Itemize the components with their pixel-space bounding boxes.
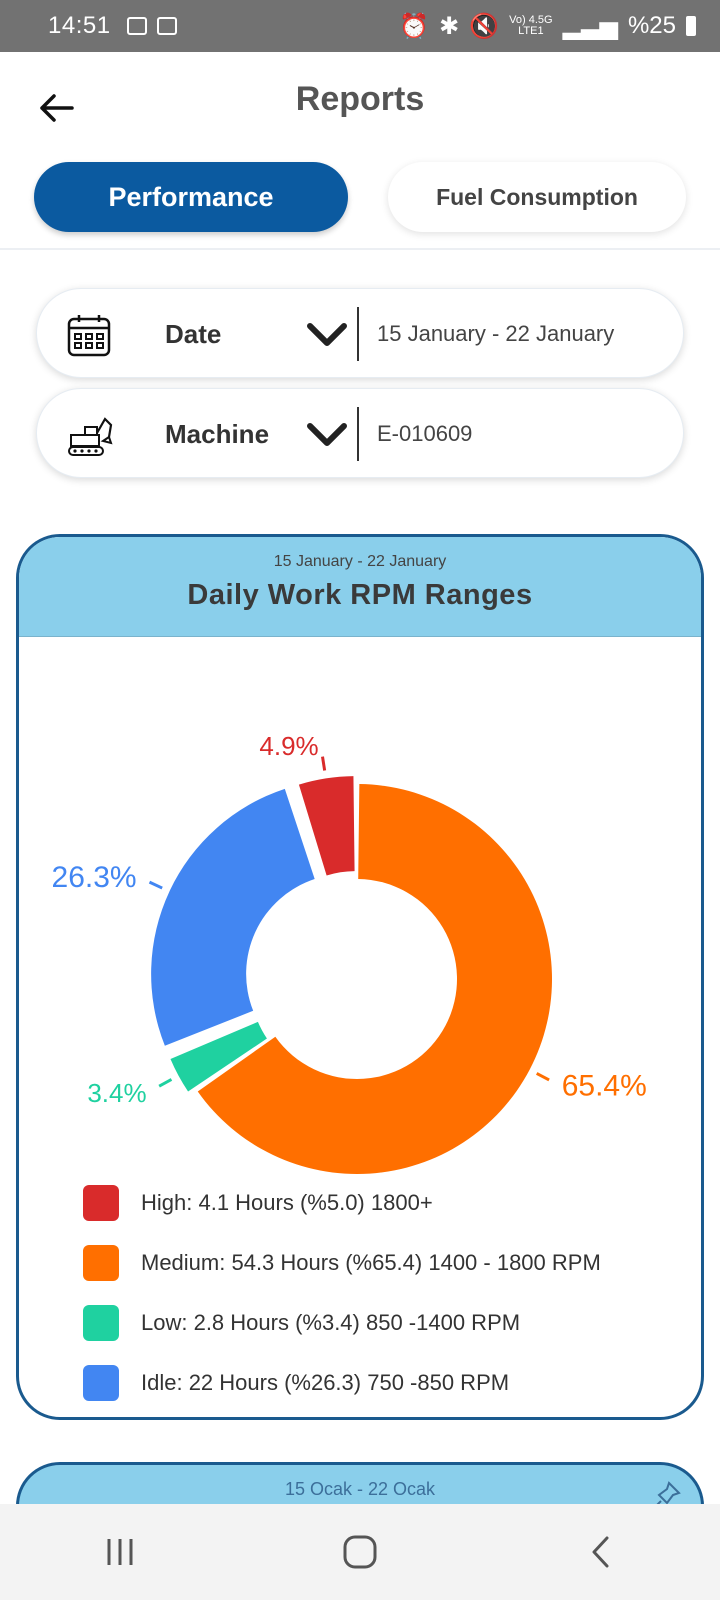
battery-icon [686, 16, 696, 36]
legend-label: Low: 2.8 Hours (%3.4) 850 -1400 RPM [141, 1310, 521, 1335]
slice-leader-line [536, 1072, 550, 1082]
card-header: 15 January - 22 January Daily Work RPM R… [19, 537, 701, 637]
machine-filter[interactable]: Machine E-010609 [36, 388, 684, 478]
legend-label: Idle: 22 Hours (%26.3) 750 -850 RPM [141, 1370, 510, 1395]
legend-swatch [83, 1365, 119, 1401]
status-bar: 14:51 ⏰ ✱ 🔇 Vo) 4.5G LTE1 ▂▃▅ %25 [0, 0, 720, 52]
legend-item[interactable]: High: 4.1 Hours (%5.0) 1800+ [83, 1173, 601, 1233]
arrow-left-icon [40, 94, 74, 122]
legend-item[interactable]: Idle: 22 Hours (%26.3) 750 -850 RPM [83, 1353, 601, 1413]
legend-label: Medium: 54.3 Hours (%65.4) 1400 - 1800 R… [141, 1250, 601, 1275]
legend-swatch [83, 1245, 119, 1281]
back-button[interactable] [34, 86, 78, 130]
donut-slice[interactable] [151, 788, 315, 1046]
machine-filter-value: E-010609 [377, 421, 473, 446]
date-filter[interactable]: Date 15 January - 22 January [36, 288, 684, 378]
machine-filter-label: Machine [165, 419, 270, 449]
slice-leader-line [158, 1078, 173, 1088]
gallery-icon [126, 17, 147, 35]
card-date-range: 15 January - 22 January [273, 553, 447, 570]
bluetooth-icon: ✱ [439, 12, 460, 40]
divider [357, 407, 359, 461]
legend-label: High: 4.1 Hours (%5.0) 1800+ [141, 1190, 433, 1215]
system-back-button[interactable] [560, 1522, 640, 1582]
rpm-ranges-card: 15 January - 22 January Daily Work RPM R… [16, 534, 704, 1420]
legend-swatch [83, 1185, 119, 1221]
network-indicator: Vo) 4.5G LTE1 [509, 14, 553, 37]
slice-label: 3.4% [87, 1078, 146, 1108]
slice-leader-line [148, 880, 163, 890]
recent-apps-button[interactable] [80, 1522, 160, 1582]
divider [357, 307, 359, 361]
chart-legend: High: 4.1 Hours (%5.0) 1800+ Medium: 54.3… [83, 1173, 601, 1413]
home-button[interactable] [320, 1522, 400, 1582]
rpm-donut-chart: 65.4% 3.4% 26.3% 4.9% [52, 731, 647, 1174]
calendar-icon [67, 315, 111, 357]
date-filter-value: 15 January - 22 January [377, 321, 615, 346]
signal-icon: ▂▃▅ [562, 12, 618, 40]
date-filter-label: Date [165, 319, 222, 349]
mute-icon: 🔇 [469, 12, 500, 40]
card2-date-range: 15 Ocak - 22 Ocak [284, 1479, 436, 1499]
status-right-icons: ⏰ ✱ 🔇 Vo) 4.5G LTE1 ▂▃▅ %25 [399, 12, 696, 41]
chevron-left-icon [592, 1536, 609, 1568]
status-notification-icons [126, 17, 177, 35]
slice-label: 26.3% [52, 861, 137, 894]
battery-percent: %25 [627, 12, 676, 39]
card-title: Daily Work RPM Ranges [187, 579, 533, 611]
excavator-icon [68, 417, 113, 456]
donut-slice[interactable] [298, 776, 355, 876]
slice-label: 65.4% [562, 1070, 647, 1103]
report-tabs: Performance Fuel Consumption [0, 160, 720, 250]
status-time: 14:51 [48, 12, 111, 39]
tab-fuel-consumption[interactable]: Fuel Consumption [388, 162, 686, 232]
legend-item[interactable]: Medium: 54.3 Hours (%65.4) 1400 - 1800 R… [83, 1233, 601, 1293]
chevron-down-icon[interactable] [305, 417, 349, 451]
system-nav-bar [0, 1504, 720, 1600]
legend-swatch [83, 1305, 119, 1341]
chevron-down-icon[interactable] [305, 317, 349, 351]
tab-performance[interactable]: Performance [34, 162, 348, 232]
donut-slice[interactable] [197, 784, 553, 1174]
alarm-icon: ⏰ [399, 12, 430, 40]
recent-apps-icon [107, 1539, 133, 1565]
home-icon [343, 1535, 377, 1569]
app-header: Reports [0, 52, 720, 152]
legend-item[interactable]: Low: 2.8 Hours (%3.4) 850 -1400 RPM [83, 1293, 601, 1353]
slice-leader-line [321, 756, 327, 771]
page-title: Reports [295, 80, 425, 118]
donut-slice[interactable] [170, 1021, 267, 1092]
slice-label: 4.9% [259, 731, 318, 761]
clock-app-icon [156, 17, 177, 35]
